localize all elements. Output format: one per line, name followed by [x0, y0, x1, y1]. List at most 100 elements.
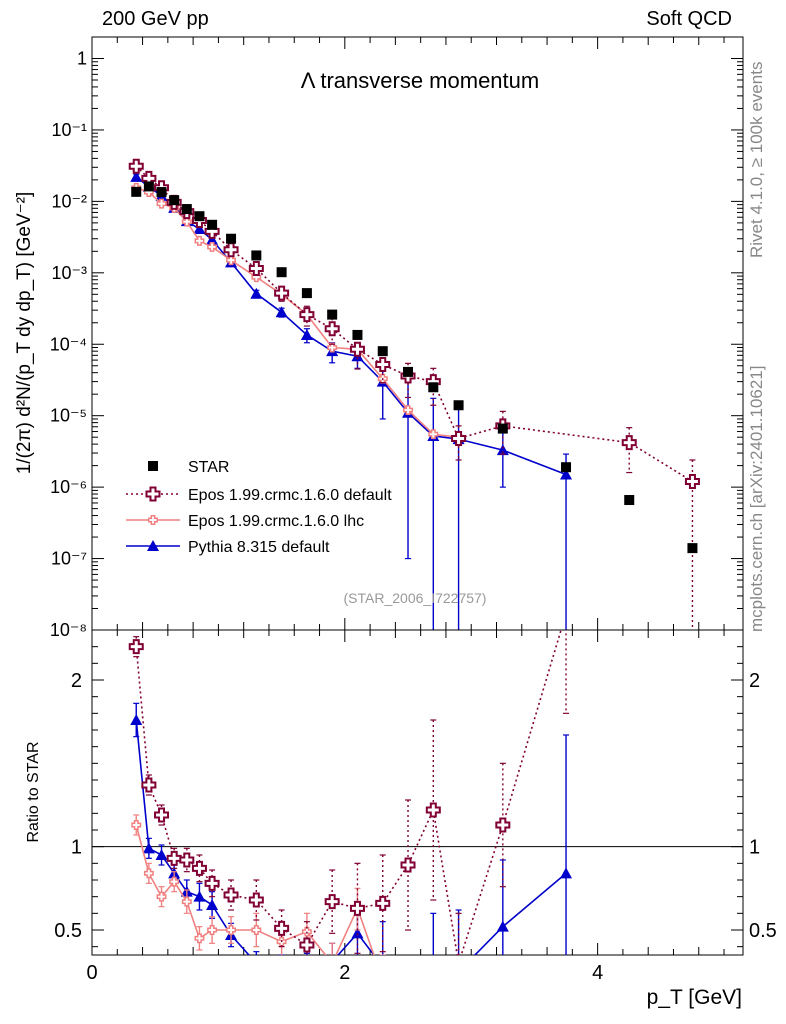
data-point [684, 473, 700, 489]
data-point [403, 366, 414, 377]
data-point [181, 896, 192, 907]
main-y-axis-label: 1/(2π) d²N/(p_T dy dp_T) [GeV⁻²] [14, 192, 35, 475]
data-point [299, 307, 315, 323]
main-y-tick-label: 10⁻⁴ [50, 334, 87, 354]
ratio-y-tick-label-right: 1 [749, 837, 760, 859]
side-label-rivet: Rivet 4.1.0, ≥ 100k events [747, 61, 766, 258]
data-point [352, 329, 363, 340]
ratio-series-pythia-8-315-default [130, 702, 573, 983]
data-point [403, 405, 413, 415]
data-point [379, 976, 387, 984]
data-point [427, 972, 439, 983]
data-point [169, 876, 180, 887]
legend-item: STAR [148, 459, 229, 476]
data-point [377, 346, 388, 357]
data-point [204, 875, 220, 891]
data-point [301, 288, 312, 299]
data-point [300, 328, 313, 340]
data-point [141, 777, 157, 793]
data-point [299, 937, 315, 953]
data-point [193, 890, 206, 902]
data-point [276, 267, 287, 278]
data-point [324, 321, 340, 337]
main-y-tick-label: 10⁻⁶ [50, 477, 87, 497]
data-point [375, 895, 391, 911]
legend-label: Epos 1.99.crmc.1.6.0 lhc [188, 513, 364, 530]
data-point [156, 187, 167, 198]
ratio-y-tick-label: 0.5 [54, 920, 82, 942]
data-point [326, 956, 338, 967]
data-point [248, 892, 264, 908]
data-point [191, 860, 207, 876]
main-y-tick-label: 10⁻³ [51, 263, 87, 283]
legend-item: Epos 1.99.crmc.1.6.0 default [126, 486, 392, 504]
x-tick-label: 2 [339, 962, 350, 984]
data-point [223, 242, 239, 258]
data-point [327, 309, 338, 320]
data-point [560, 468, 573, 480]
data-point [327, 342, 338, 353]
data-point [194, 933, 205, 944]
data-point [250, 287, 263, 299]
data-point [453, 400, 464, 411]
data-point [128, 639, 144, 655]
main-y-tick-label: 10⁻⁸ [50, 620, 87, 640]
data-point [452, 957, 465, 970]
legend-label: STAR [188, 459, 229, 476]
series-line [135, 719, 567, 955]
data-point [142, 842, 155, 854]
data-point [169, 195, 180, 206]
legend-marker [148, 461, 158, 471]
data-point [131, 186, 142, 197]
data-point [143, 868, 154, 879]
data-point [194, 211, 205, 222]
legend-item: Pythia 8.315 default [126, 539, 330, 556]
data-point [561, 462, 572, 473]
data-point [687, 543, 698, 554]
data-point [181, 216, 192, 227]
data-point [496, 444, 509, 456]
main-series-epos-1-99-crmc-1-6-0-lhc [131, 182, 464, 443]
ratio-y-axis-label: Ratio to STAR [25, 741, 42, 842]
data-point [301, 926, 312, 937]
data-point [301, 962, 313, 973]
data-point [223, 887, 239, 903]
main-series-star [131, 181, 698, 554]
data-point [349, 341, 365, 357]
main-y-tick-label: 10⁻² [51, 191, 87, 211]
data-point [251, 250, 262, 261]
data-point [166, 850, 182, 866]
ratio-series-epos-1-99-crmc-1-6-0-default [128, 630, 570, 970]
x-tick-label: 0 [86, 962, 97, 984]
legend-marker [147, 540, 159, 551]
data-point [400, 857, 416, 873]
data-point [226, 255, 236, 266]
ratio-plot-frame [91, 629, 744, 956]
ratio-panel: 0.5 0.5 1 1 2 2 0 2 4 Ratio to STAR p_T [GeV] [25, 629, 777, 1009]
data-point [560, 867, 573, 879]
legend-label: Epos 1.99.crmc.1.6.0 default [188, 487, 392, 504]
data-point [497, 423, 508, 434]
ratio-y-tick-label: 2 [71, 670, 82, 692]
data-point [276, 961, 288, 972]
data-point [207, 219, 218, 230]
data-point [131, 820, 142, 830]
data-point [181, 204, 192, 215]
data-point [179, 852, 195, 868]
data-point [207, 925, 218, 935]
main-series-pythia-8-315-default [130, 170, 573, 630]
analysis-tag: (STAR_2006_I722757) [344, 590, 487, 606]
legend: STAR Epos 1.99.crmc.1.6.0 default Epos 1.9… [126, 459, 392, 556]
legend-item: Epos 1.99.crmc.1.6.0 lhc [126, 513, 364, 530]
main-y-tick-label: 10⁻¹ [51, 120, 87, 140]
side-label-mcplots: mcplots.cern.ch [arXiv:2401.10621] [747, 365, 766, 632]
data-point [495, 817, 511, 833]
data-point [349, 900, 365, 916]
main-y-tick-label: 10⁻⁵ [50, 406, 87, 426]
main-panel: 10⁻⁸ 10⁻⁷ 10⁻⁶ 10⁻⁵ 10⁻⁴ 10⁻³ 10⁻² 10⁻¹ 1 Λ tran… [14, 36, 744, 640]
ratio-y-tick-label-right: 2 [749, 670, 760, 692]
ratio-y-tick-label: 1 [71, 837, 82, 859]
data-point [250, 957, 262, 968]
data-point [251, 925, 262, 935]
